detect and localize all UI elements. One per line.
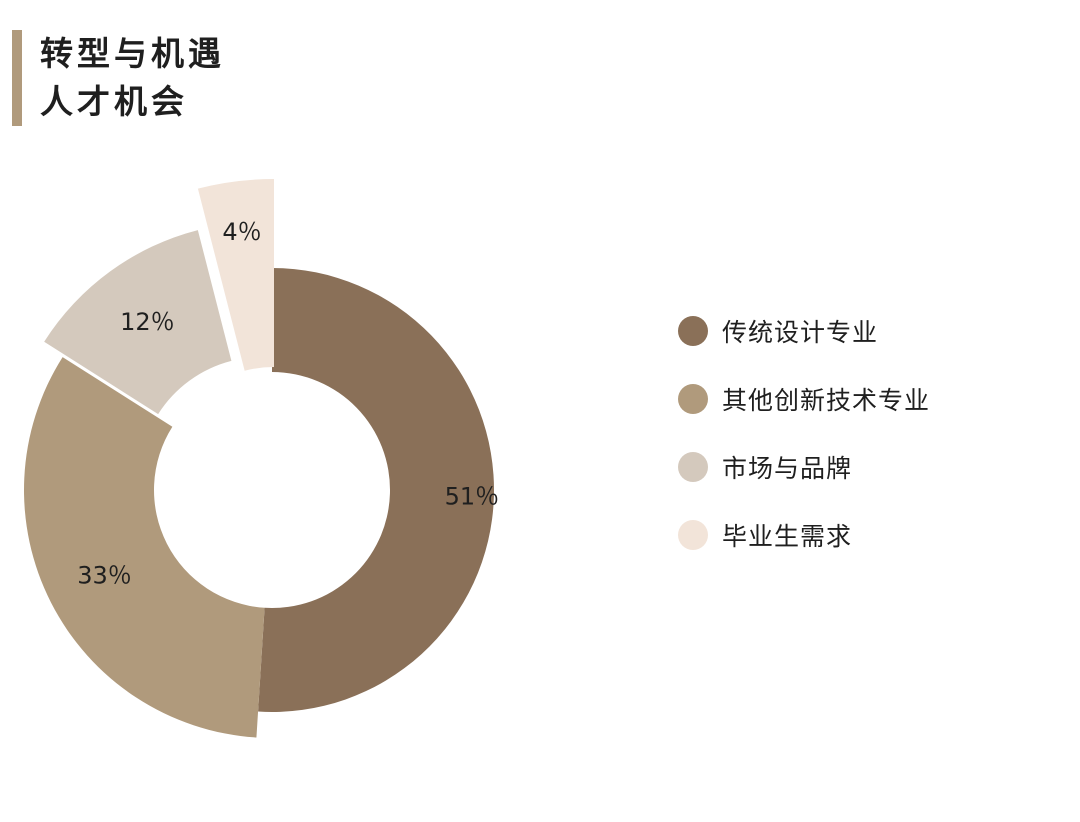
slice-value-label: 33％ <box>77 561 132 589</box>
chart-title-line-2: 人才机会 <box>40 82 188 121</box>
slice-value-label: 12％ <box>120 308 175 336</box>
legend-item: 传统设计专业 <box>678 309 930 353</box>
legend-label: 市场与品牌 <box>722 454 853 483</box>
donut-slice-1 <box>258 268 494 712</box>
slice-value-label: 4％ <box>222 218 261 246</box>
donut-slice-labels: 51％ 33％ 12％ 4％ <box>77 218 499 589</box>
legend-label: 传统设计专业 <box>722 318 879 347</box>
chart-legend: 传统设计专业其他创新技术专业 市场与品牌毕业生需求 <box>678 309 930 581</box>
legend-swatch <box>678 384 708 414</box>
title-block: 转型与机遇 人才机会 <box>12 30 225 126</box>
donut-slice-3 <box>44 230 232 415</box>
donut-slices <box>24 179 494 738</box>
legend-item: 其他创新技术专业 <box>678 377 930 421</box>
donut-slice-4 <box>197 179 274 371</box>
legend-item: 市场与品牌 <box>678 445 930 489</box>
donut-slice-2 <box>24 357 265 738</box>
legend-swatch <box>678 316 708 346</box>
legend-item: 毕业生需求 <box>678 513 930 557</box>
chart-title-line-1: 转型与机遇 <box>40 34 225 73</box>
title-accent-bar <box>12 30 22 126</box>
slice-value-label: 51％ <box>445 482 500 510</box>
legend-swatch <box>678 452 708 482</box>
legend-label: 其他创新技术专业 <box>722 386 931 415</box>
title-lines: 转型与机遇 人才机会 <box>40 30 225 126</box>
legend-swatch <box>678 520 708 550</box>
legend-label: 毕业生需求 <box>722 522 853 551</box>
